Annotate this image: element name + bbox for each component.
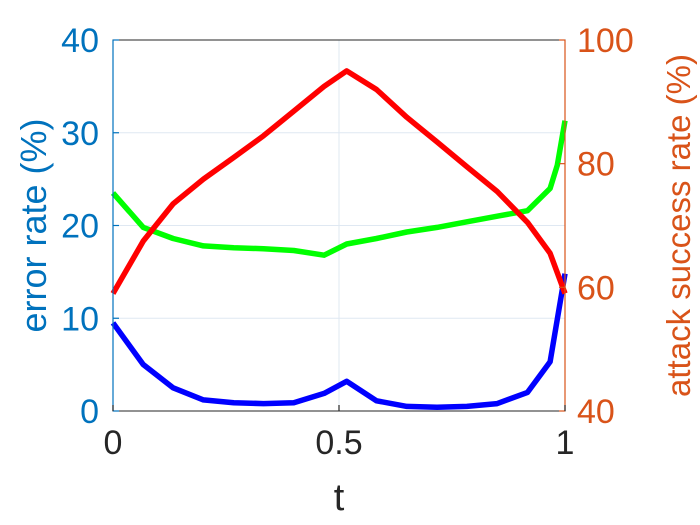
left-y-axis-label: error rate (%) <box>13 118 54 332</box>
left-y-axis: 0 10 20 30 40 <box>61 22 119 431</box>
grid-lines <box>112 39 566 412</box>
x-tick-label: 0.5 <box>315 424 362 462</box>
left-tick-label: 10 <box>61 300 99 338</box>
right-y-axis-label: attack success rate (%) <box>660 54 697 397</box>
right-tick-label: 80 <box>577 146 615 184</box>
left-tick-label: 20 <box>61 208 99 246</box>
x-axis-label: t <box>334 477 345 519</box>
x-tick-label: 1 <box>556 424 575 462</box>
right-y-axis: 40 60 80 100 <box>559 22 634 431</box>
x-tick-label: 0 <box>104 424 123 462</box>
series-line-2 <box>110 120 568 258</box>
left-tick-label: 30 <box>61 115 99 153</box>
series-lines <box>110 68 568 411</box>
x-axis: 0 0.5 1 <box>104 405 575 462</box>
left-tick-label: 0 <box>80 393 99 431</box>
left-tick-label: 40 <box>61 22 99 60</box>
right-tick-label: 60 <box>577 269 615 307</box>
right-tick-label: 40 <box>577 393 615 431</box>
series-line-1 <box>110 273 568 411</box>
right-tick-label: 100 <box>577 22 634 60</box>
series-line-3 <box>110 68 568 295</box>
